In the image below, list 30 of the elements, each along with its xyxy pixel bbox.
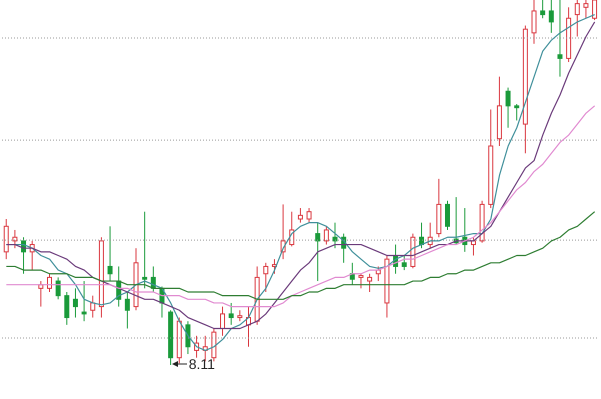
- candlestick: [142, 211, 148, 289]
- candlestick: [298, 208, 303, 224]
- candlestick: [90, 295, 96, 318]
- candlestick: [108, 226, 113, 282]
- candlestick: [444, 200, 450, 230]
- candlestick: [124, 292, 130, 329]
- candlestick: [557, 0, 562, 78]
- candlestick: [306, 208, 312, 224]
- candlestick: [514, 104, 520, 121]
- candlestick: [324, 226, 329, 246]
- annotation: 8.11: [188, 356, 215, 372]
- candlestick: [540, 0, 546, 19]
- candlestick: [506, 87, 511, 128]
- candlestick: [237, 310, 242, 322]
- candlestick: [185, 320, 190, 355]
- candlestick: [548, 0, 554, 34]
- candlestick: [358, 273, 364, 289]
- candlestick: [228, 302, 234, 326]
- candlestick: [220, 306, 226, 336]
- candlestick: [376, 266, 381, 282]
- candlestick: [332, 222, 338, 249]
- candlestick: [367, 273, 372, 292]
- candlestick: [263, 262, 268, 292]
- candlestick: [402, 255, 407, 271]
- candlestick: [64, 292, 70, 326]
- candlestick: [82, 280, 87, 322]
- candlestick: [12, 229, 18, 249]
- candlestick: [72, 288, 78, 318]
- candlestick: [56, 276, 61, 300]
- candlestick: [315, 222, 320, 282]
